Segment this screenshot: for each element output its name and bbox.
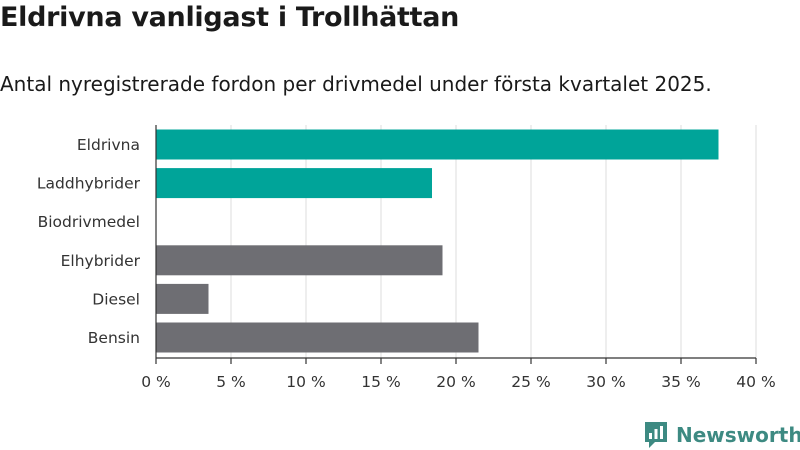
bar-diesel (156, 283, 209, 314)
x-tick-label: 30 % (586, 373, 625, 391)
bar-elhybrider (156, 245, 443, 276)
x-tick-label: 20 % (436, 373, 475, 391)
x-tick-label: 35 % (661, 373, 700, 391)
category-label: Diesel (92, 290, 140, 308)
x-tick-label: 10 % (286, 373, 325, 391)
x-tick-label: 25 % (511, 373, 550, 391)
category-label: Laddhybrider (37, 175, 141, 193)
category-label: Eldrivna (77, 136, 140, 154)
bar-eldrivna (156, 129, 719, 160)
chart-title: Eldrivna vanligast i Trollhättan (0, 2, 460, 33)
brand-name: Newsworthy (676, 423, 800, 447)
category-label: Bensin (88, 329, 140, 347)
category-label: Elhybrider (61, 252, 141, 270)
bar-laddhybrider (156, 168, 432, 199)
x-tick-label: 15 % (361, 373, 400, 391)
newsworthy-logo-icon (645, 422, 667, 448)
bar-bensin (156, 322, 479, 353)
x-tick-label: 5 % (216, 373, 246, 391)
category-label: Biodrivmedel (38, 213, 140, 231)
x-tick-label: 40 % (736, 373, 775, 391)
chart-subtitle: Antal nyregistrerade fordon per drivmede… (0, 72, 712, 96)
x-tick-label: 0 % (141, 373, 171, 391)
brand-logo: Newsworthy (643, 420, 800, 450)
